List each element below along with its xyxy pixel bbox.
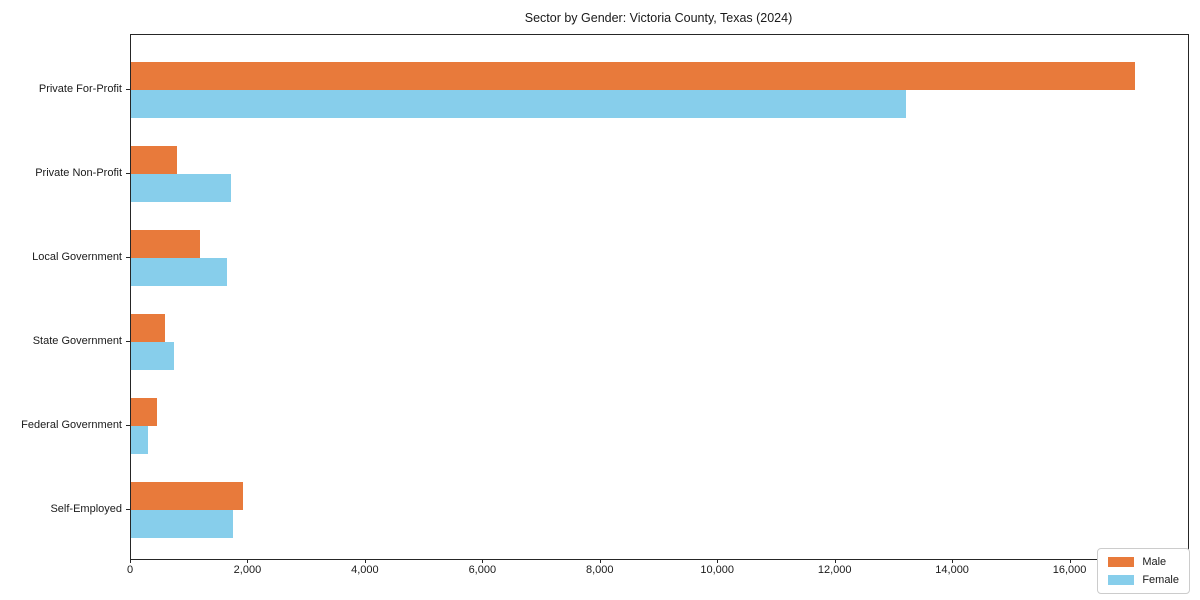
y-axis-label: Federal Government <box>21 419 122 431</box>
y-tick-mark <box>126 257 130 258</box>
y-axis-label: Self-Employed <box>50 503 122 515</box>
bar-male <box>131 230 200 258</box>
x-tick-label: 16,000 <box>1052 564 1087 576</box>
bar-male <box>131 146 177 174</box>
bar-male <box>131 62 1136 90</box>
chart-title: Sector by Gender: Victoria County, Texas… <box>524 11 793 25</box>
bar-female <box>131 342 175 370</box>
x-tick-mark <box>364 559 366 563</box>
legend-label: Female <box>1142 574 1179 586</box>
bar-female <box>131 258 227 286</box>
bar-female <box>131 174 231 202</box>
y-axis-label: State Government <box>32 335 122 347</box>
bar-male <box>131 482 244 510</box>
legend-swatch-male <box>1108 557 1135 567</box>
y-axis-label: Local Government <box>32 251 122 263</box>
y-tick-mark <box>126 89 130 90</box>
plot-area <box>130 34 1189 560</box>
legend-item: Male <box>1108 556 1179 568</box>
bar-female <box>131 90 907 118</box>
y-tick-mark <box>126 341 130 342</box>
x-tick-mark <box>834 559 836 563</box>
legend-item: Female <box>1108 574 1179 586</box>
x-tick-label: 6,000 <box>468 564 497 576</box>
x-tick-label: 14,000 <box>935 564 969 576</box>
y-axis-label: Private For-Profit <box>38 83 122 95</box>
bar-male <box>131 398 158 426</box>
x-tick-mark <box>1069 559 1071 563</box>
y-tick-mark <box>126 425 130 426</box>
x-tick-label: 10,000 <box>700 564 735 576</box>
y-tick-mark <box>126 173 130 174</box>
legend: Male Female <box>1097 548 1190 594</box>
x-tick-label: 0 <box>126 564 134 576</box>
y-axis-label: Private Non-Profit <box>35 167 122 179</box>
legend-swatch-female <box>1108 575 1135 585</box>
x-tick-mark <box>717 559 719 563</box>
x-tick-label: 2,000 <box>233 564 262 576</box>
bar-female <box>131 426 149 454</box>
x-tick-mark <box>599 559 601 563</box>
legend-label: Male <box>1142 556 1167 568</box>
x-tick-label: 12,000 <box>817 564 852 576</box>
bar-female <box>131 510 234 538</box>
x-tick-label: 8,000 <box>586 564 614 576</box>
x-tick-mark <box>952 559 954 563</box>
x-tick-mark <box>247 559 249 563</box>
x-tick-label: 4,000 <box>351 564 379 576</box>
x-tick-mark <box>482 559 484 563</box>
bar-male <box>131 314 166 342</box>
x-tick-mark <box>130 559 131 563</box>
y-tick-mark <box>126 509 130 510</box>
